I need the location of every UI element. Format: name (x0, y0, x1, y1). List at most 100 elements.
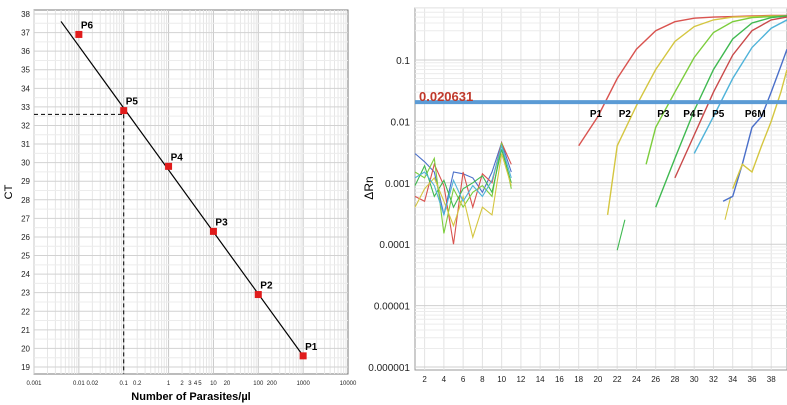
left-y-tick-label: 26 (21, 233, 30, 242)
left-y-tick-label: 36 (21, 47, 30, 56)
standard-curve-fit-line (60, 21, 304, 357)
left-y-tick-label: 21 (21, 326, 30, 335)
right-x-tick-label: 20 (593, 375, 602, 384)
left-x-tick-label: 2 (180, 381, 184, 387)
left-x-tick-label: 5 (198, 381, 202, 387)
right-x-tick-label: 10 (497, 375, 506, 384)
left-x-tick-label: 200 (267, 381, 278, 387)
right-x-tick-label: 8 (480, 375, 485, 384)
curve-label-f: F (697, 109, 703, 120)
right-x-tick-label: 12 (516, 375, 525, 384)
left-x-tick-label: 10000 (340, 381, 357, 387)
right-x-tick-label: 4 (442, 375, 447, 384)
amplification-curve-p2 (606, 15, 787, 215)
standard-point-p4 (165, 162, 173, 170)
left-x-tick-label: 3 (188, 381, 192, 387)
left-y-tick-label: 34 (21, 84, 30, 93)
right-y-tick-labels: 0.1 0.01 0.001 0.0001 0.00001 0.000001 (368, 56, 410, 374)
right-x-tick-label: 16 (555, 375, 564, 384)
standard-curve-points: P6 P5 P4 P3 P2 P1 (75, 20, 318, 360)
partial-curve (616, 219, 626, 251)
left-y-tick-label: 33 (21, 103, 30, 112)
standard-point-p5 (120, 107, 128, 115)
curve-labels: P1 P2 P3 P4 F P5 P6 M (590, 109, 766, 120)
left-x-tick-label: 1000 (296, 381, 310, 387)
left-y-tick-label: 24 (21, 270, 30, 279)
right-y-tick-label: 0.00001 (374, 302, 411, 313)
curve-label-p3: P3 (657, 109, 670, 120)
right-x-tick-label: 6 (461, 375, 466, 384)
right-x-tick-label: 2 (422, 375, 427, 384)
curve-label-p6: P6 (745, 109, 758, 120)
left-y-tick-label: 31 (21, 140, 30, 149)
left-x-tick-label: 0.001 (26, 381, 42, 387)
left-y-tick-label: 37 (21, 29, 30, 38)
standard-point-label-p2: P2 (260, 281, 273, 292)
background-noise-curve (414, 149, 512, 209)
right-x-tick-label: 36 (748, 375, 757, 384)
left-y-tick-label: 32 (21, 121, 30, 130)
standard-point-p2 (254, 291, 262, 299)
standard-point-p6 (75, 30, 83, 38)
left-y-tick-label: 29 (21, 177, 30, 186)
right-y-tick-label: 0.0001 (379, 240, 410, 251)
right-y-tick-label: 0.1 (396, 56, 410, 67)
left-x-axis-label: Number of Parasites/µl (131, 391, 250, 403)
background-noise-curves (414, 140, 732, 251)
right-x-tick-label: 28 (670, 375, 679, 384)
curve-label-p1: P1 (590, 109, 603, 120)
left-y-tick-label: 28 (21, 196, 30, 205)
left-x-tick-label: 20 (224, 381, 231, 387)
standard-point-label-p4: P4 (171, 152, 184, 163)
right-y-axis-label: ΔRn (362, 176, 376, 199)
left-y-tick-label: 25 (21, 252, 30, 261)
right-x-tick-labels: 2 4 6 8 10 12 14 16 18 20 22 24 26 28 30 32 34 36 38 (422, 375, 776, 384)
left-y-tick-label: 38 (21, 10, 30, 19)
right-y-tick-label: 0.001 (385, 179, 410, 190)
left-y-tick-labels: 19 20 21 22 23 24 25 26 27 28 29 30 31 32 33 34 35 36 37 38 (21, 10, 30, 372)
amplification-curve-p6 (722, 48, 787, 202)
left-x-tick-label: 1 (167, 381, 171, 387)
right-x-tick-label: 26 (651, 375, 660, 384)
left-x-tick-label: 100 (253, 381, 264, 387)
standard-point-label-p1: P1 (305, 342, 318, 353)
right-x-tick-label: 18 (574, 375, 583, 384)
standard-curve-chart: 1920212223242526272829303132333435363738… (3, 9, 357, 403)
left-x-tick-labels: 0.001 0.01 0.02 0.1 0.2 1 2 3 4 5 10 20 100 200 1000 10… (26, 381, 357, 387)
left-x-tick-label: 0.01 (73, 381, 85, 387)
standard-point-label-p6: P6 (81, 20, 94, 31)
left-y-tick-label: 35 (21, 66, 30, 75)
amplification-curve-m (732, 69, 787, 190)
standard-point-label-p3: P3 (215, 217, 228, 228)
curve-label-p2: P2 (619, 109, 632, 120)
curve-label-p4: P4 (683, 109, 696, 120)
left-x-tick-label: 10 (210, 381, 217, 387)
partial-curve (724, 196, 732, 220)
amplification-curves (578, 14, 787, 215)
right-x-tick-label: 14 (536, 375, 545, 384)
right-x-tick-label: 38 (767, 375, 776, 384)
left-y-tick-label: 20 (21, 344, 30, 353)
left-y-axis-label: CT (3, 184, 15, 199)
right-x-tick-label: 32 (709, 375, 718, 384)
right-x-tick-label: 34 (728, 375, 737, 384)
right-y-tick-label: 0.000001 (368, 363, 410, 374)
right-x-tick-label: 24 (632, 375, 641, 384)
left-y-tick-label: 23 (21, 289, 30, 298)
amplification-curve-f (674, 16, 787, 179)
left-reference-lines (34, 113, 125, 374)
standard-point-p3 (209, 227, 217, 235)
right-y-tick-label: 0.01 (391, 117, 411, 128)
amplification-curve-p4 (655, 15, 787, 208)
background-noise-curve (414, 143, 512, 217)
left-y-tick-label: 30 (21, 159, 30, 168)
standard-point-p1 (299, 352, 307, 360)
threshold-value-label: 0.020631 (419, 89, 473, 104)
left-y-tick-label: 19 (21, 363, 30, 372)
right-x-tick-label: 22 (613, 375, 622, 384)
left-x-tick-label: 0.02 (87, 381, 99, 387)
right-x-tick-label: 30 (690, 375, 699, 384)
left-plot-frame (33, 9, 349, 375)
left-x-tick-label: 0.1 (120, 381, 129, 387)
